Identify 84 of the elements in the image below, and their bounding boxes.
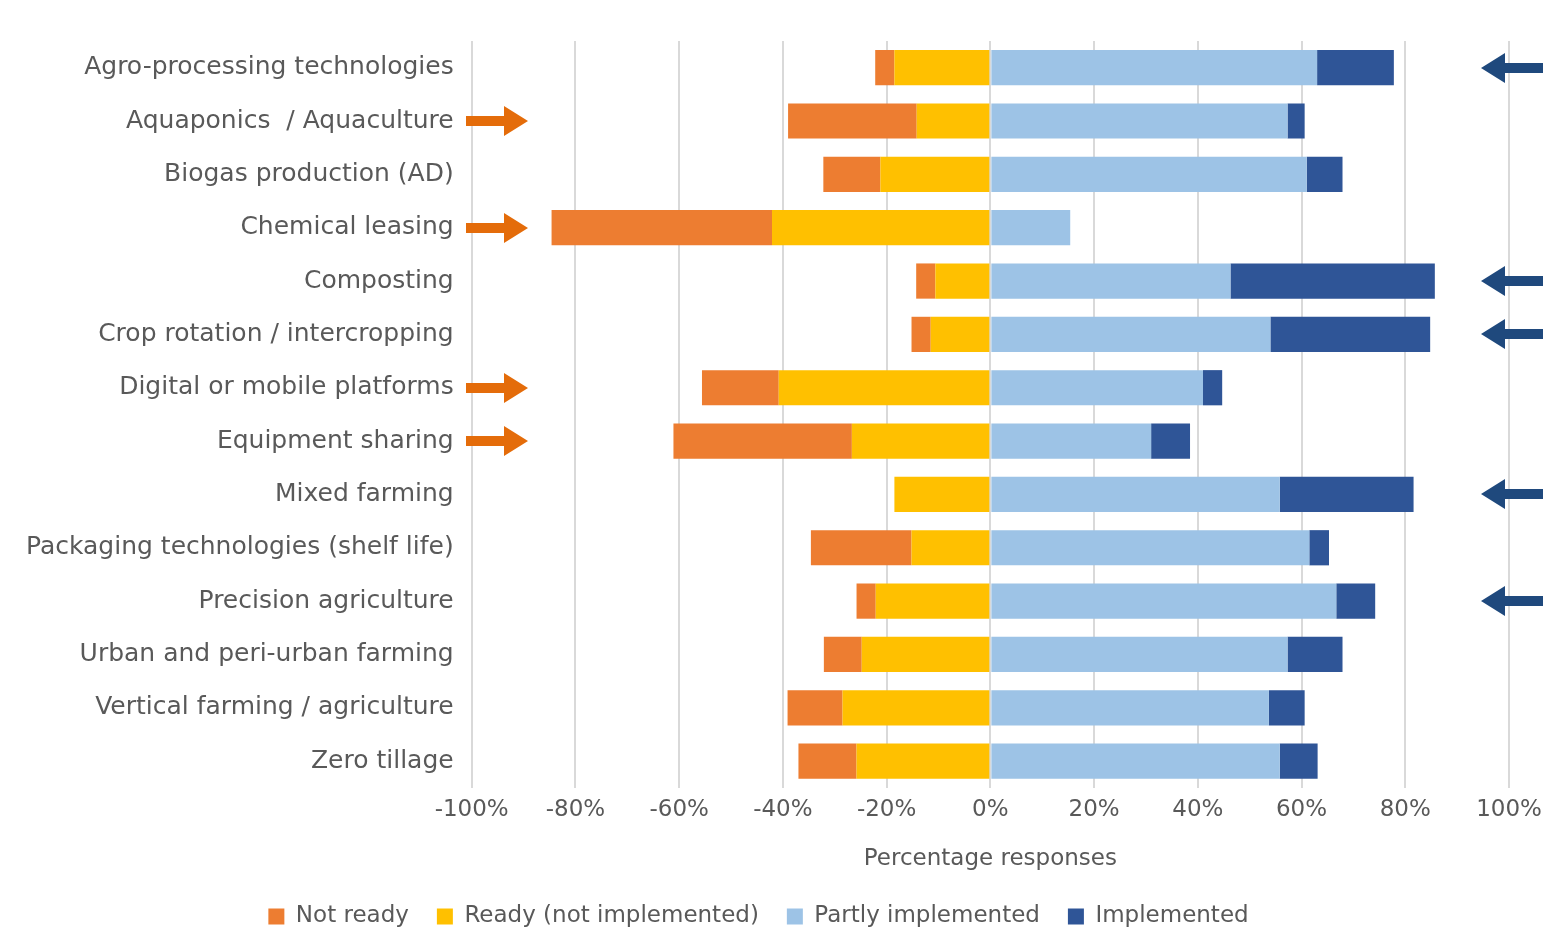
bar bbox=[991, 156, 1307, 192]
bar bbox=[1317, 50, 1394, 86]
bar bbox=[991, 476, 1280, 513]
bar bbox=[1336, 583, 1376, 619]
bar bbox=[788, 103, 917, 139]
bar bbox=[1279, 743, 1318, 779]
bar bbox=[916, 103, 990, 139]
bar bbox=[875, 583, 990, 619]
bar bbox=[875, 50, 895, 86]
bar bbox=[1309, 530, 1330, 566]
bar bbox=[880, 156, 990, 192]
bar bbox=[991, 636, 1288, 673]
legend-label: Implemented bbox=[1095, 901, 1249, 928]
x-tick-label: -100% bbox=[434, 794, 509, 821]
bar bbox=[856, 743, 990, 779]
bar bbox=[991, 423, 1152, 459]
y-tick-label: Precision agriculture bbox=[198, 584, 454, 614]
bar bbox=[1268, 690, 1305, 726]
x-tick-label: 80% bbox=[1379, 794, 1431, 821]
y-tick-label: Equipment sharing bbox=[216, 424, 454, 454]
bar bbox=[991, 530, 1310, 566]
bar bbox=[1270, 316, 1431, 352]
y-tick-label: Zero tillage bbox=[310, 744, 454, 774]
x-tick-label: 40% bbox=[1172, 794, 1224, 821]
bar bbox=[911, 530, 990, 566]
bar bbox=[701, 370, 779, 406]
y-tick-label: Digital or mobile platforms bbox=[119, 371, 454, 401]
y-tick-label: Crop rotation / intercropping bbox=[98, 317, 454, 347]
bar bbox=[823, 156, 881, 192]
x-tick-label: -80% bbox=[545, 794, 606, 821]
x-tick-label: -20% bbox=[856, 794, 917, 821]
bar bbox=[798, 743, 857, 779]
bar bbox=[911, 316, 931, 352]
y-tick-label: Agro-processing technologies bbox=[84, 51, 454, 81]
bar bbox=[856, 583, 876, 619]
bar bbox=[991, 690, 1269, 726]
x-tick-label: 0% bbox=[972, 794, 1009, 821]
legend-label: Not ready bbox=[295, 901, 409, 928]
bar bbox=[991, 210, 1071, 246]
bar bbox=[916, 263, 936, 299]
bar bbox=[894, 50, 990, 86]
y-tick-label: Mixed farming bbox=[274, 477, 454, 507]
y-tick-label: Packaging technologies (shelf life) bbox=[25, 531, 454, 561]
bar bbox=[930, 316, 990, 352]
x-tick-label: 100% bbox=[1476, 794, 1542, 821]
bar bbox=[810, 530, 912, 566]
bar bbox=[991, 743, 1280, 779]
bar bbox=[851, 423, 990, 459]
bar bbox=[991, 103, 1288, 139]
bar bbox=[787, 690, 843, 726]
x-axis-title: Percentage responses bbox=[863, 844, 1117, 871]
bar bbox=[772, 210, 990, 246]
legend-label: Ready (not implemented) bbox=[464, 901, 759, 928]
y-tick-label: Vertical farming / agriculture bbox=[95, 691, 454, 721]
bar bbox=[673, 423, 852, 459]
y-tick-label: Aquaponics / Aquaculture bbox=[126, 104, 454, 134]
bar bbox=[894, 476, 990, 513]
bar bbox=[991, 316, 1271, 352]
x-tick-label: 20% bbox=[1068, 794, 1120, 821]
bar bbox=[991, 263, 1231, 299]
bar bbox=[1151, 423, 1191, 459]
y-tick-label: Chemical leasing bbox=[240, 211, 454, 241]
bar bbox=[1287, 636, 1343, 673]
bar bbox=[842, 690, 990, 726]
legend-label: Partly implemented bbox=[814, 901, 1040, 928]
bar bbox=[1287, 103, 1305, 139]
y-tick-label: Urban and peri-urban farming bbox=[79, 637, 454, 667]
y-tick-label: Biogas production (AD) bbox=[164, 157, 454, 187]
bar bbox=[823, 636, 862, 673]
bar bbox=[861, 636, 990, 673]
x-tick-label: 60% bbox=[1275, 794, 1328, 821]
bar bbox=[1203, 370, 1223, 406]
bar bbox=[935, 263, 990, 299]
bar bbox=[991, 370, 1203, 406]
bar bbox=[1306, 156, 1343, 192]
bar bbox=[1230, 263, 1435, 299]
bar bbox=[1279, 476, 1414, 513]
bar bbox=[991, 583, 1337, 619]
x-tick-label: -60% bbox=[649, 794, 709, 821]
bar bbox=[778, 370, 990, 406]
y-tick-label: Composting bbox=[303, 264, 454, 294]
bar bbox=[551, 210, 772, 246]
bar bbox=[991, 50, 1318, 86]
x-tick-label: -40% bbox=[753, 794, 813, 821]
